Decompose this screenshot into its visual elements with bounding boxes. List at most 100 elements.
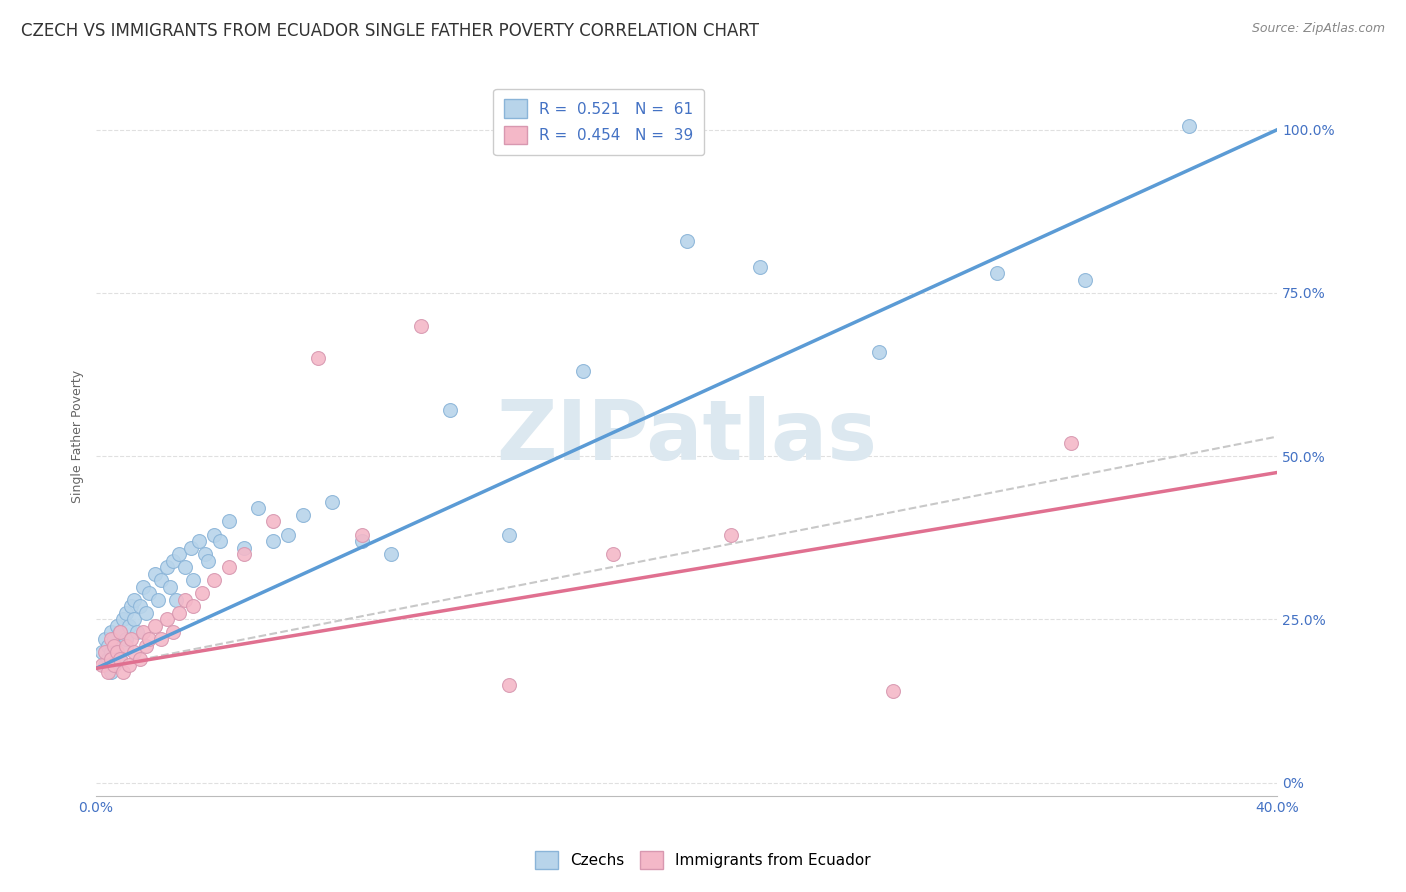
Text: CZECH VS IMMIGRANTS FROM ECUADOR SINGLE FATHER POVERTY CORRELATION CHART: CZECH VS IMMIGRANTS FROM ECUADOR SINGLE … bbox=[21, 22, 759, 40]
Point bbox=[108, 625, 131, 640]
Point bbox=[173, 560, 195, 574]
Point bbox=[111, 639, 134, 653]
Point bbox=[321, 495, 343, 509]
Point bbox=[146, 592, 169, 607]
Point bbox=[1059, 436, 1081, 450]
Point bbox=[100, 632, 122, 646]
Point bbox=[380, 547, 402, 561]
Point bbox=[150, 573, 173, 587]
Point bbox=[103, 658, 125, 673]
Point bbox=[135, 606, 157, 620]
Point bbox=[121, 632, 143, 646]
Point bbox=[121, 599, 143, 614]
Point bbox=[156, 560, 179, 574]
Point bbox=[108, 625, 131, 640]
Point bbox=[117, 619, 139, 633]
Point bbox=[124, 645, 146, 659]
Point bbox=[165, 592, 187, 607]
Point bbox=[114, 639, 136, 653]
Point bbox=[97, 651, 120, 665]
Point bbox=[91, 658, 114, 673]
Point bbox=[100, 625, 122, 640]
Point bbox=[572, 364, 595, 378]
Point bbox=[111, 665, 134, 679]
Point bbox=[100, 645, 122, 659]
Point bbox=[162, 625, 184, 640]
Point bbox=[111, 612, 134, 626]
Point bbox=[143, 619, 166, 633]
Text: ZIPatlas: ZIPatlas bbox=[496, 396, 877, 477]
Point bbox=[202, 527, 225, 541]
Point bbox=[183, 599, 205, 614]
Point bbox=[882, 684, 904, 698]
Point bbox=[97, 665, 120, 679]
Point bbox=[135, 639, 157, 653]
Point bbox=[129, 651, 152, 665]
Point bbox=[191, 586, 214, 600]
Point bbox=[94, 645, 117, 659]
Point bbox=[127, 625, 149, 640]
Point bbox=[194, 547, 217, 561]
Point bbox=[100, 665, 122, 679]
Point bbox=[409, 318, 432, 333]
Point bbox=[498, 527, 520, 541]
Point bbox=[117, 658, 139, 673]
Point bbox=[105, 619, 128, 633]
Point bbox=[138, 632, 160, 646]
Point bbox=[209, 534, 232, 549]
Point bbox=[1074, 273, 1097, 287]
Point bbox=[232, 547, 254, 561]
Point bbox=[602, 547, 624, 561]
Point bbox=[132, 580, 155, 594]
Point bbox=[720, 527, 742, 541]
Point bbox=[138, 586, 160, 600]
Point bbox=[202, 573, 225, 587]
Point bbox=[114, 632, 136, 646]
Point bbox=[232, 541, 254, 555]
Point bbox=[162, 554, 184, 568]
Point bbox=[132, 625, 155, 640]
Point bbox=[188, 534, 211, 549]
Point bbox=[173, 592, 195, 607]
Point bbox=[218, 515, 240, 529]
Point bbox=[100, 651, 122, 665]
Point bbox=[97, 639, 120, 653]
Point bbox=[103, 632, 125, 646]
Point bbox=[167, 547, 190, 561]
Point bbox=[94, 658, 117, 673]
Point bbox=[986, 266, 1008, 280]
Point bbox=[103, 658, 125, 673]
Point bbox=[868, 344, 890, 359]
Point bbox=[350, 534, 373, 549]
Point bbox=[277, 527, 299, 541]
Point bbox=[129, 599, 152, 614]
Point bbox=[498, 678, 520, 692]
Point bbox=[183, 573, 205, 587]
Point bbox=[103, 639, 125, 653]
Point bbox=[114, 606, 136, 620]
Point bbox=[749, 260, 772, 274]
Point bbox=[94, 632, 117, 646]
Point bbox=[675, 234, 697, 248]
Point bbox=[197, 554, 219, 568]
Point bbox=[91, 645, 114, 659]
Y-axis label: Single Father Poverty: Single Father Poverty bbox=[72, 370, 84, 503]
Point bbox=[143, 566, 166, 581]
Point bbox=[108, 651, 131, 665]
Point bbox=[156, 612, 179, 626]
Legend: R =  0.521   N =  61, R =  0.454   N =  39: R = 0.521 N = 61, R = 0.454 N = 39 bbox=[494, 88, 704, 155]
Point bbox=[1177, 120, 1199, 134]
Point bbox=[124, 612, 146, 626]
Point bbox=[167, 606, 190, 620]
Point bbox=[247, 501, 270, 516]
Point bbox=[218, 560, 240, 574]
Point bbox=[150, 632, 173, 646]
Point bbox=[307, 351, 329, 366]
Point bbox=[439, 403, 461, 417]
Point bbox=[108, 651, 131, 665]
Point bbox=[124, 592, 146, 607]
Text: Source: ZipAtlas.com: Source: ZipAtlas.com bbox=[1251, 22, 1385, 36]
Point bbox=[350, 527, 373, 541]
Point bbox=[262, 515, 284, 529]
Legend: Czechs, Immigrants from Ecuador: Czechs, Immigrants from Ecuador bbox=[529, 845, 877, 875]
